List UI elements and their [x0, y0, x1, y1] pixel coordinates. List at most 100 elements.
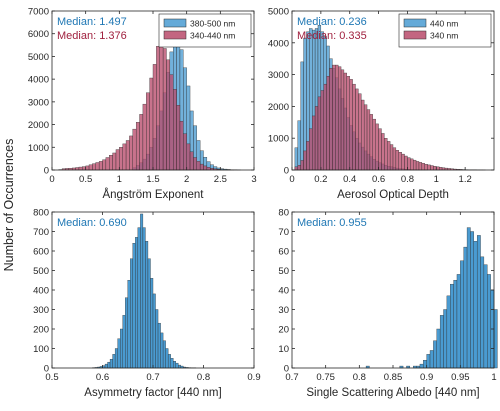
bar [427, 164, 431, 171]
bar [352, 83, 356, 171]
bar [332, 64, 336, 171]
x-tick-label: 0.75 [316, 372, 335, 383]
x-tick-label: 0.95 [451, 372, 470, 383]
x-tick-label: 0.6 [96, 372, 109, 383]
y-tick-label: 200 [33, 325, 49, 336]
bar [139, 114, 144, 171]
y-tick-label: 800 [33, 208, 49, 219]
bar [142, 103, 147, 171]
y-tick-label: 300 [33, 305, 49, 316]
y-tick-label: 5000 [268, 7, 289, 18]
bar [483, 264, 488, 369]
bar [320, 90, 324, 171]
bar [142, 227, 146, 369]
y-tick-label: 4000 [268, 38, 289, 49]
x-tick-label: 0 [289, 174, 294, 185]
chart-panel-bottom-left: 0.5 0.6 0.7 0.8 0.9 0 100 200 300 400 500 600 700 800… [33, 208, 260, 400]
bar [404, 155, 408, 171]
y-tick-label: 10 [278, 344, 289, 355]
bar [160, 332, 164, 369]
bar [424, 164, 428, 171]
bar [426, 354, 431, 369]
x-tick-label: 0.9 [420, 372, 433, 383]
bar [309, 128, 313, 171]
y-tick-label: 4000 [28, 75, 49, 86]
y-tick-label: 1000 [28, 143, 49, 154]
bar [178, 364, 181, 369]
y-tick-label: 2000 [28, 120, 49, 131]
y-tick-label: 2000 [268, 102, 289, 113]
bar [115, 149, 120, 171]
bar [119, 147, 123, 171]
bar [157, 322, 161, 369]
bar [186, 143, 191, 171]
bar [378, 128, 382, 171]
bar [132, 243, 136, 369]
bar [387, 141, 391, 171]
bar [389, 144, 394, 171]
bar [135, 237, 139, 369]
y-tick-label: 0 [44, 364, 49, 375]
bar [381, 133, 385, 171]
bar [109, 359, 113, 369]
x-tick-label: 0.8 [401, 174, 414, 185]
bar [395, 150, 399, 171]
bar [146, 92, 150, 171]
bar [107, 361, 111, 369]
bar [493, 309, 498, 369]
chart-panel-top-left: 0 0.5 1 1.5 2 2.5 3 0 1000 2000 3000 4000 5000 6000 70… [28, 7, 257, 202]
x-tick-label: 0.5 [79, 174, 92, 185]
bar [312, 115, 316, 171]
bar [366, 109, 371, 171]
chart-panel-bottom-right: 0.7 0.75 0.8 0.85 0.9 0.95 101020304050607080S… [278, 208, 498, 399]
bar [105, 157, 110, 171]
x-axis-label: Asymmetry factor [440 nm] [84, 387, 221, 399]
bar [189, 151, 194, 171]
bar [125, 140, 130, 171]
x-axis-label: Single Scattering Albedo [440 nm] [306, 387, 479, 399]
bar [317, 96, 322, 171]
bar [361, 99, 365, 171]
bar [112, 152, 117, 171]
bar [176, 105, 181, 171]
bar [343, 72, 348, 171]
bar [88, 164, 93, 171]
median-annotation: Median: 1.376 [57, 30, 127, 42]
bar [436, 166, 440, 171]
legend-entry: 440 nm [430, 19, 458, 29]
bar [460, 260, 464, 369]
legend-entry: 340 nm [430, 31, 458, 41]
bar [193, 157, 197, 171]
bar [203, 165, 208, 171]
bar [137, 227, 141, 369]
y-tick-label: 3000 [268, 70, 289, 81]
y-tick-label: 30 [278, 305, 289, 316]
figure-y-axis-label: Number of Occurrences [2, 139, 16, 272]
bar [170, 358, 174, 369]
bar [82, 166, 86, 171]
bar [358, 93, 362, 171]
bar [117, 338, 121, 369]
legend: 440 nm 340 nm [398, 13, 492, 48]
bar [152, 64, 157, 171]
median-annotation: Median: 1.497 [57, 16, 127, 28]
y-tick-label: 70 [278, 227, 289, 238]
bar [337, 66, 342, 171]
x-tick-label: 1 [434, 174, 439, 185]
y-tick-label: 40 [278, 286, 289, 297]
bar [372, 118, 376, 171]
x-tick-label: 0.6 [372, 174, 385, 185]
x-tick-label: 0.8 [197, 372, 210, 383]
legend-swatch [403, 30, 427, 40]
bar [407, 157, 411, 171]
bar [166, 59, 171, 171]
bar [349, 79, 353, 171]
bar [196, 161, 201, 171]
bar [300, 61, 304, 171]
x-tick-label: 2 [184, 174, 189, 185]
bar [297, 165, 301, 171]
bar [112, 354, 116, 369]
y-tick-label: 20 [278, 325, 289, 336]
bar [129, 135, 133, 171]
